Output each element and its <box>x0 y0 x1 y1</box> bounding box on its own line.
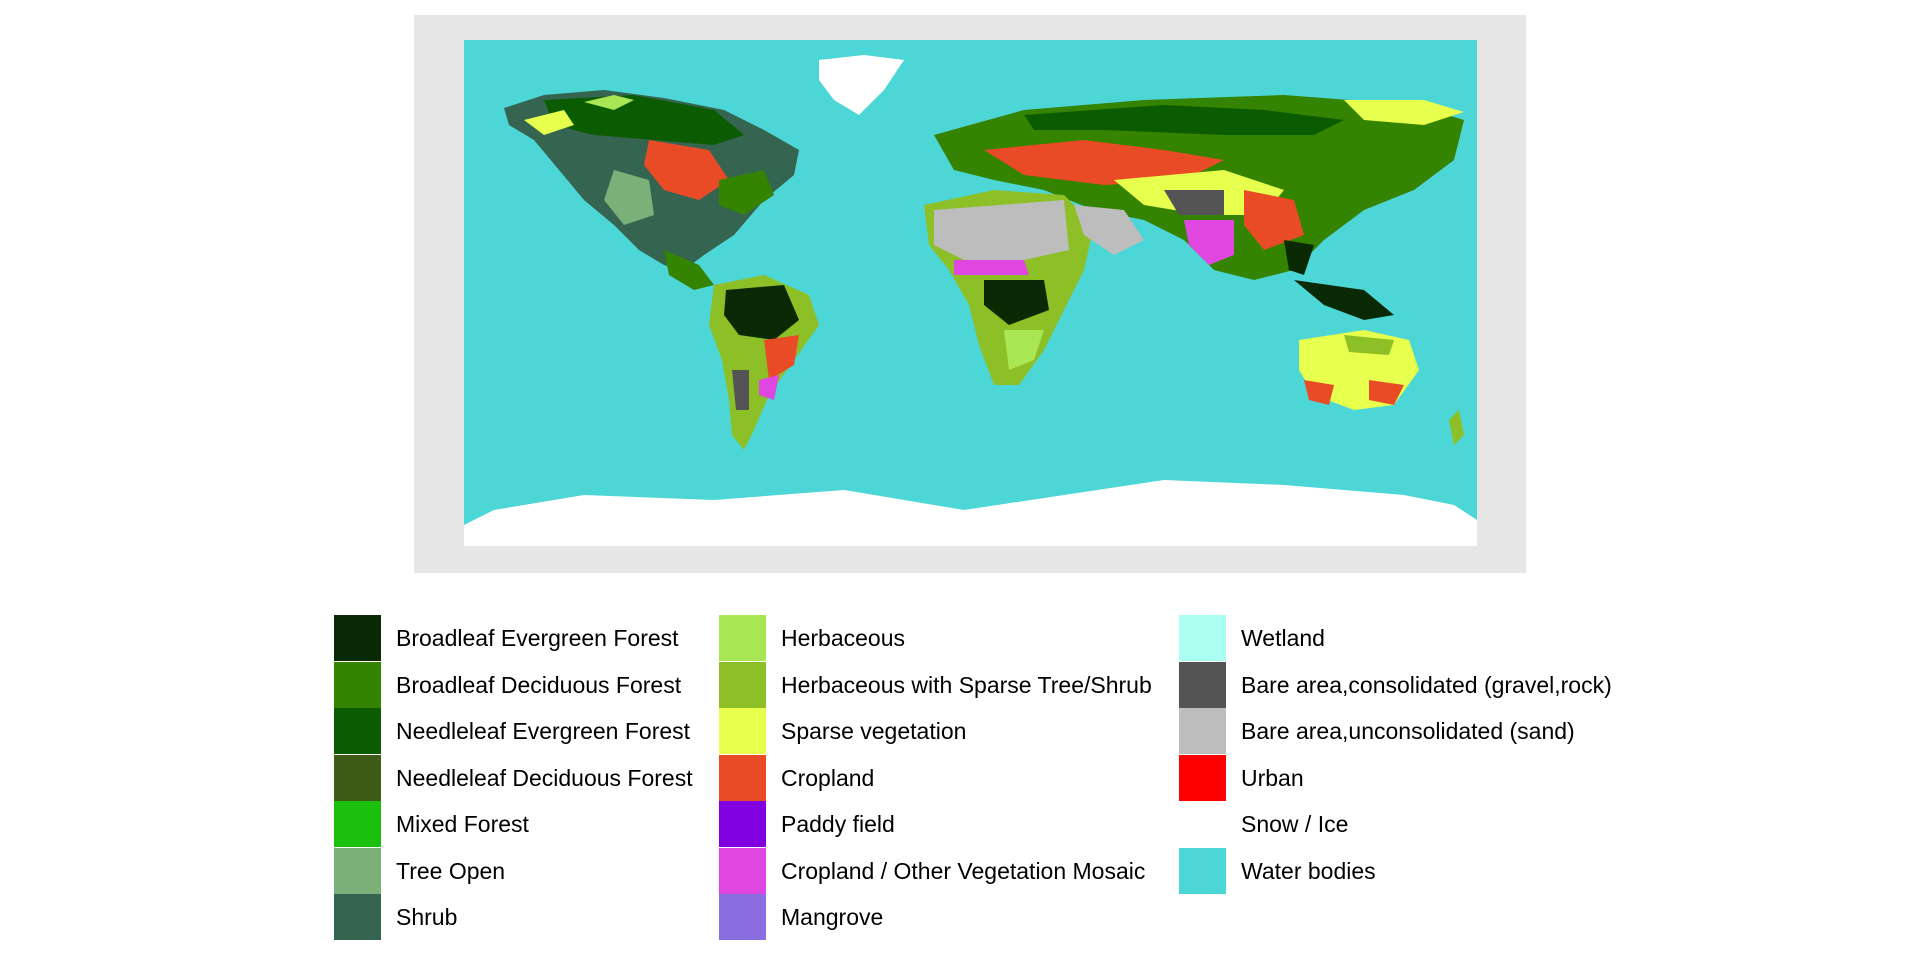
legend-label: Paddy field <box>781 811 895 837</box>
legend-label: Herbaceous with Sparse Tree/Shrub <box>781 671 1152 698</box>
legend: Broadleaf Evergreen Forest Broadleaf Deci… <box>334 615 1734 945</box>
legend-swatch <box>334 708 381 754</box>
legend-label: Wetland <box>1241 625 1325 651</box>
legend-label: Needleleaf Deciduous Forest <box>396 764 693 791</box>
legend-item: Cropland <box>719 754 1219 801</box>
legend-swatch <box>334 754 381 801</box>
legend-item: Mangrove <box>719 894 1219 940</box>
africa-landmass <box>924 190 1094 385</box>
legend-item: Needleleaf Evergreen Forest <box>334 708 834 754</box>
north-america-landmass <box>504 90 799 290</box>
legend-swatch <box>334 801 381 847</box>
legend-item: Bare area,consolidated (gravel,rock) <box>1179 661 1679 708</box>
legend-swatch <box>334 847 381 894</box>
legend-label: Herbaceous <box>781 625 906 651</box>
legend-item: Broadleaf Deciduous Forest <box>334 661 834 708</box>
new-zealand <box>1449 410 1464 445</box>
legend-swatch <box>1179 708 1226 754</box>
legend-item: Broadleaf Evergreen Forest <box>334 615 834 661</box>
legend-item: Snow / Ice <box>1179 801 1679 847</box>
legend-swatch <box>334 661 381 708</box>
legend-item: Bare area,unconsolidated (sand) <box>1179 708 1679 754</box>
legend-label: Broadleaf Evergreen Forest <box>396 625 679 651</box>
legend-swatch <box>719 708 766 754</box>
legend-swatch <box>719 894 766 940</box>
legend-swatch <box>1179 754 1226 801</box>
legend-item: Tree Open <box>334 847 834 894</box>
legend-swatch <box>1179 661 1226 708</box>
legend-label: Cropland <box>781 764 875 791</box>
world-land-cover-map <box>464 40 1477 546</box>
legend-swatch <box>719 661 766 708</box>
legend-label: Bare area,consolidated (gravel,rock) <box>1241 671 1612 698</box>
legend-label: Shrub <box>396 904 458 930</box>
legend-item: Water bodies <box>1179 847 1679 894</box>
map-panel <box>414 15 1526 573</box>
legend-swatch <box>1179 615 1226 661</box>
legend-item: Sparse vegetation <box>719 708 1219 754</box>
australia-landmass <box>1299 330 1419 410</box>
legend-label: Sparse vegetation <box>781 718 967 744</box>
legend-swatch <box>334 615 381 661</box>
legend-swatch <box>719 801 766 847</box>
legend-item: Paddy field <box>719 801 1219 847</box>
legend-label: Mangrove <box>781 904 884 930</box>
south-america-landmass <box>709 275 819 450</box>
legend-item: Needleleaf Deciduous Forest <box>334 754 834 801</box>
eurasia-landmass <box>934 95 1464 280</box>
antarctica-ice <box>464 480 1477 546</box>
legend-swatch <box>1179 847 1226 894</box>
legend-label: Cropland / Other Vegetation Mosaic <box>781 857 1146 884</box>
legend-label: Water bodies <box>1241 857 1376 884</box>
legend-label: Tree Open <box>396 857 506 884</box>
legend-item: Shrub <box>334 894 834 940</box>
legend-swatch <box>719 754 766 801</box>
legend-label: Broadleaf Deciduous Forest <box>396 671 682 698</box>
legend-swatch <box>334 894 381 940</box>
legend-item: Wetland <box>1179 615 1679 661</box>
legend-item: Urban <box>1179 754 1679 801</box>
legend-label: Urban <box>1241 764 1304 791</box>
legend-label: Bare area,unconsolidated (sand) <box>1241 718 1575 744</box>
legend-item: Mixed Forest <box>334 801 834 847</box>
greenland-ice <box>819 55 904 115</box>
legend-swatch <box>1179 801 1226 847</box>
legend-item: Herbaceous with Sparse Tree/Shrub <box>719 661 1219 708</box>
legend-swatch <box>719 615 766 661</box>
legend-label: Mixed Forest <box>396 811 529 837</box>
legend-item: Cropland / Other Vegetation Mosaic <box>719 847 1219 894</box>
legend-label: Needleleaf Evergreen Forest <box>396 718 691 744</box>
arabia-desert <box>1074 205 1144 255</box>
indonesia-islands <box>1294 280 1394 320</box>
legend-label: Snow / Ice <box>1241 811 1349 837</box>
legend-swatch <box>719 847 766 894</box>
legend-item: Herbaceous <box>719 615 1219 661</box>
